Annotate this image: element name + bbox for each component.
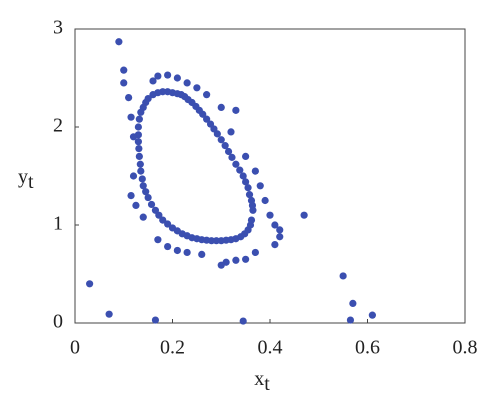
point bbox=[239, 172, 247, 180]
point bbox=[251, 167, 259, 175]
point bbox=[346, 316, 355, 324]
point bbox=[127, 113, 135, 121]
point bbox=[138, 175, 146, 183]
point bbox=[232, 106, 240, 114]
point bbox=[242, 152, 250, 160]
point bbox=[245, 191, 254, 199]
point bbox=[217, 136, 225, 144]
point bbox=[129, 172, 138, 180]
point bbox=[154, 72, 162, 80]
point bbox=[349, 299, 357, 307]
point bbox=[368, 311, 376, 319]
point bbox=[137, 108, 145, 116]
point bbox=[183, 248, 191, 257]
point bbox=[276, 226, 284, 234]
point bbox=[242, 255, 250, 263]
point bbox=[271, 241, 279, 249]
point bbox=[125, 94, 133, 102]
point bbox=[203, 91, 211, 99]
x-tick-label: 0.2 bbox=[160, 337, 185, 359]
point bbox=[232, 256, 240, 264]
point bbox=[193, 84, 201, 92]
point bbox=[256, 182, 264, 190]
x-tick-label: 0.4 bbox=[258, 337, 283, 359]
point bbox=[247, 196, 256, 205]
point bbox=[105, 310, 113, 318]
point bbox=[164, 220, 172, 228]
point bbox=[251, 248, 259, 257]
point bbox=[247, 216, 256, 224]
y-tick-label: 0 bbox=[53, 311, 63, 333]
y-tick-label: 3 bbox=[53, 17, 63, 39]
point bbox=[261, 196, 269, 205]
point bbox=[224, 147, 233, 156]
point bbox=[203, 115, 211, 123]
point bbox=[149, 91, 157, 99]
point bbox=[221, 142, 229, 150]
point bbox=[120, 66, 128, 74]
point bbox=[137, 167, 145, 175]
x-tick-label: 0 bbox=[70, 337, 80, 359]
point bbox=[164, 242, 172, 251]
point bbox=[232, 160, 240, 168]
point bbox=[173, 246, 181, 255]
point bbox=[236, 166, 244, 174]
point bbox=[242, 178, 250, 186]
point bbox=[139, 213, 147, 221]
point bbox=[164, 71, 172, 79]
point bbox=[244, 184, 252, 192]
point bbox=[300, 211, 308, 219]
y-tick-label: 2 bbox=[53, 115, 63, 137]
point bbox=[217, 261, 225, 269]
point bbox=[239, 317, 247, 325]
point bbox=[206, 120, 215, 128]
point bbox=[276, 233, 284, 241]
point bbox=[173, 90, 181, 98]
point bbox=[339, 272, 347, 280]
point bbox=[132, 201, 140, 209]
point bbox=[127, 192, 135, 200]
y-tick-label: 1 bbox=[53, 213, 63, 235]
point bbox=[135, 152, 143, 160]
point bbox=[159, 216, 167, 224]
point bbox=[86, 280, 94, 288]
point bbox=[134, 138, 142, 146]
point bbox=[135, 115, 143, 123]
point bbox=[173, 74, 181, 82]
point bbox=[154, 236, 162, 244]
point bbox=[271, 221, 279, 229]
point bbox=[227, 128, 235, 136]
point bbox=[139, 182, 147, 190]
point bbox=[151, 316, 160, 324]
point bbox=[144, 193, 152, 202]
x-tick-label: 0.8 bbox=[453, 337, 478, 359]
point bbox=[142, 188, 150, 196]
point bbox=[217, 103, 225, 111]
point bbox=[228, 153, 236, 161]
point bbox=[134, 123, 142, 131]
point bbox=[135, 144, 143, 153]
point bbox=[183, 79, 191, 87]
point bbox=[149, 77, 157, 85]
point bbox=[120, 79, 128, 87]
point bbox=[129, 133, 138, 141]
point bbox=[115, 38, 123, 46]
point bbox=[155, 211, 163, 219]
y-axis-label: yt bbox=[18, 166, 34, 193]
point bbox=[266, 211, 274, 219]
point bbox=[198, 250, 206, 258]
point bbox=[147, 200, 156, 209]
x-tick-label: 0.6 bbox=[355, 337, 380, 359]
point bbox=[136, 160, 144, 168]
x-axis-label: xt bbox=[254, 368, 270, 395]
